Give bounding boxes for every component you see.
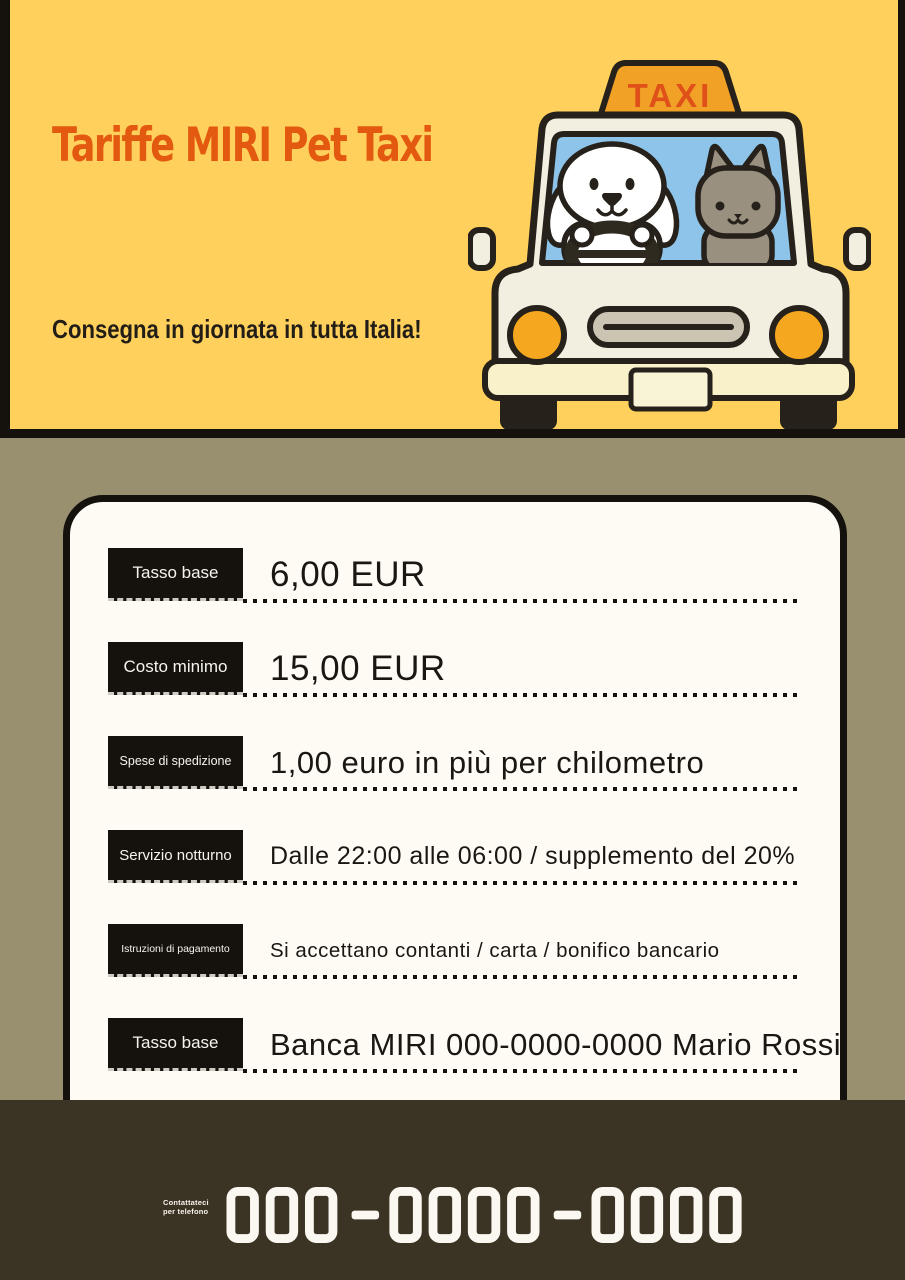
dog-paw-right (629, 222, 655, 248)
page-title: Tariffe MIRI Pet Taxi (52, 118, 434, 173)
price-label: Costo minimo (123, 657, 228, 676)
price-label-chip: Spese di spedizione (108, 736, 243, 789)
dotted-leader (243, 1069, 798, 1073)
license-plate (628, 367, 713, 412)
price-row-istruzioni-pagamento: Istruzioni di pagamento Si accettano con… (108, 924, 798, 979)
phone-number-svg (226, 1187, 742, 1243)
price-label: Tasso base (132, 1033, 219, 1052)
taxi-sign: TAXI (596, 60, 744, 123)
price-row-spese-spedizione: Spese di spedizione 1,00 euro in più per… (108, 736, 798, 791)
headlight-left-icon (507, 305, 567, 365)
side-mirror-left (468, 227, 496, 271)
section-divider (0, 429, 905, 438)
price-label: Servizio notturno (119, 846, 232, 864)
price-row-tasso-base: Tasso base 6,00 EUR (108, 548, 798, 603)
dog-icon (544, 141, 680, 263)
price-label-chip: Costo minimo (108, 642, 243, 695)
pet-taxi-illustration: TAXI (468, 60, 871, 430)
price-value: 15,00 EUR (270, 648, 446, 688)
contact-label: Contattateci per telefono (163, 1198, 209, 1216)
header-section: Tariffe MIRI Pet Taxi Consegna in giorna… (0, 0, 905, 430)
dotted-leader (243, 693, 798, 697)
dotted-leader (243, 881, 798, 885)
price-label: Tasso base (132, 563, 219, 582)
headlight-right-icon (769, 305, 829, 365)
price-label-chip: Servizio notturno (108, 830, 243, 883)
dotted-leader (243, 787, 798, 791)
pricing-rows: Tasso base 6,00 EUR Costo minimo 15,00 E… (70, 502, 841, 1073)
dotted-leader (243, 975, 798, 979)
dotted-leader (243, 599, 798, 603)
price-label: Spese di spedizione (119, 754, 232, 768)
price-label-chip: Tasso base (108, 1018, 243, 1071)
left-border (0, 0, 10, 429)
price-label-chip: Istruzioni di pagamento (108, 924, 243, 977)
grille (587, 306, 750, 348)
taxi-sign-label: TAXI (628, 77, 713, 114)
cat-icon (695, 143, 781, 263)
price-value: 1,00 euro in più per chilometro (270, 744, 705, 780)
steering-wheel-icon (564, 220, 660, 263)
price-value: Si accettano contanti / carta / bonifico… (270, 938, 720, 962)
pricing-card: Tasso base 6,00 EUR Costo minimo 15,00 E… (63, 495, 847, 1143)
price-row-banca: Tasso base Banca MIRI 000-0000-0000 Mari… (108, 1018, 841, 1073)
price-value: Banca MIRI 000-0000-0000 Mario Rossi (270, 1026, 842, 1062)
price-value: 6,00 EUR (270, 554, 426, 594)
side-mirror-right (843, 227, 871, 271)
price-label: Istruzioni di pagamento (121, 943, 230, 955)
dog-paw-left (569, 222, 595, 248)
header-subtitle: Consegna in giornata in tutta Italia! (52, 314, 422, 344)
price-row-costo-minimo: Costo minimo 15,00 EUR (108, 642, 798, 697)
price-row-servizio-notturno: Servizio notturno Dalle 22:00 alle 06:00… (108, 830, 798, 885)
price-label-chip: Tasso base (108, 548, 243, 601)
phone-number (226, 1186, 748, 1244)
price-value: Dalle 22:00 alle 06:00 / supplemento del… (270, 842, 796, 870)
right-border (898, 0, 905, 429)
